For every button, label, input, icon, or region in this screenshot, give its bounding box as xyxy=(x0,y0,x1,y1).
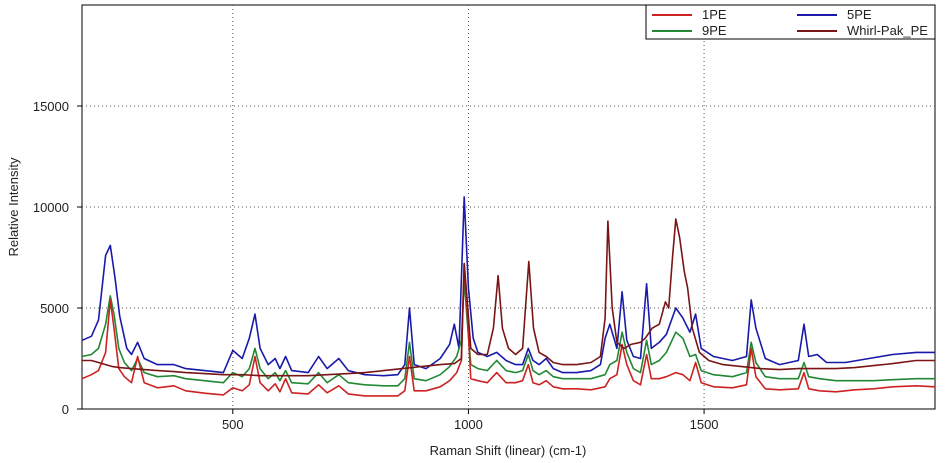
series-line-9pe xyxy=(81,278,935,387)
legend-label-whirl-pak-pe: Whirl-Pak_PE xyxy=(847,23,928,38)
x-tick-label: 1000 xyxy=(454,417,483,432)
y-tick-label: 15000 xyxy=(33,99,69,114)
plot-area xyxy=(81,4,936,410)
series-line-1pe xyxy=(81,262,936,397)
series-group xyxy=(81,196,936,397)
legend: 1PE 5PE 9PE Whirl-Pak_PE xyxy=(645,4,936,40)
legend-label-1pe: 1PE xyxy=(702,7,727,22)
series-line-5pe xyxy=(81,196,935,377)
series-line-whirl-pak-pe xyxy=(82,218,935,377)
y-axis-label: Relative Intensity xyxy=(6,157,21,256)
y-tick-label: 10000 xyxy=(33,200,69,215)
y-tick-label: 0 xyxy=(62,402,69,417)
legend-label-9pe: 9PE xyxy=(702,23,727,38)
x-axis-label: Raman Shift (linear) (cm-1) xyxy=(430,443,587,458)
y-tick-label: 5000 xyxy=(40,301,69,316)
x-tick-label: 1500 xyxy=(690,417,719,432)
x-tick-label: 500 xyxy=(222,417,244,432)
legend-label-5pe: 5PE xyxy=(847,7,872,22)
legend-box xyxy=(645,4,936,40)
